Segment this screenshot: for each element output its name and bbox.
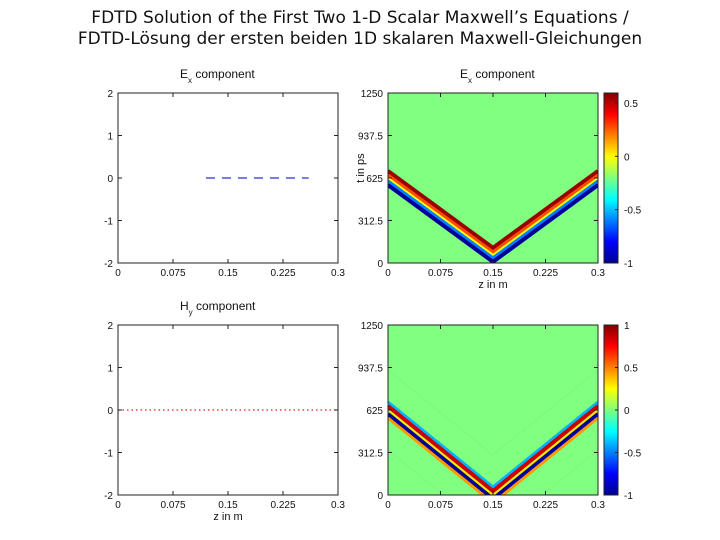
panel-title: Ex component <box>460 67 535 85</box>
colorbar-gradient <box>603 92 619 264</box>
x-tick-label: 0.225 <box>270 268 295 279</box>
x-tick-label: 0.225 <box>270 500 295 511</box>
y-tick-label: -1 <box>104 449 113 460</box>
wave-band-2 <box>388 409 598 495</box>
colorbar-tick-label: 0.5 <box>624 364 638 375</box>
colorbar-tick-label: 0 <box>624 152 630 163</box>
x-tick-label: 0.3 <box>331 268 345 279</box>
y-tick-label: 625 <box>366 406 383 417</box>
colorbar-tick-label: 0 <box>624 406 630 417</box>
y-tick-label: 2 <box>107 89 113 100</box>
x-tick-label: 0 <box>385 500 391 511</box>
y-tick-label: 0 <box>107 406 113 417</box>
y-tick-label: -2 <box>104 259 113 270</box>
x-tick-label: 0.075 <box>428 500 453 511</box>
y-tick-label: 2 <box>107 321 113 332</box>
colorbar: 1 0.5 0 -0.5 -1 <box>603 321 642 502</box>
faint-band-1 <box>388 449 598 495</box>
y-tick-label: 937.5 <box>358 364 383 375</box>
y-tick-label: 937.5 <box>358 132 383 143</box>
plot-hy_map: 0 0.075 0.15 0.225 0.3 1250 937.5 625 312.5 0 1 0.5… <box>358 321 642 511</box>
y-tick-label: 1 <box>107 364 113 375</box>
x-tick-label: 0.15 <box>483 500 503 511</box>
y-tick-label: 625 <box>366 174 383 185</box>
x-tick-label: 0.15 <box>483 268 503 279</box>
y-tick-label: 1 <box>107 132 113 143</box>
plot-ex_line: 0 0.075 0.15 0.225 0.3 2 1 0 -1 -2 Ex component <box>104 67 345 279</box>
x-tick-label: 0 <box>115 268 121 279</box>
x-tick-label: 0.15 <box>218 500 238 511</box>
plot-hy_line: 0 0.075 0.15 0.225 0.3 2 1 0 -1 -2 Hy component z i… <box>104 299 345 523</box>
x-tick-label: 0.075 <box>160 268 185 279</box>
panel-title: Hy component <box>180 299 256 317</box>
wave-band-1 <box>388 173 598 254</box>
colorbar-tick-label: 1 <box>624 321 630 332</box>
panel-title: Ex component <box>180 67 255 85</box>
y-tick-label: -2 <box>104 491 113 502</box>
heatmap-background <box>388 325 598 495</box>
wave-band-3 <box>388 412 598 495</box>
x-tick-label: 0.3 <box>591 268 605 279</box>
wave-band-0 <box>388 169 598 251</box>
x-axis-label: z in m <box>478 279 507 291</box>
x-tick-label: 0 <box>115 500 121 511</box>
x-tick-label: 0.3 <box>591 500 605 511</box>
plot-ex_map: 0 0.075 0.15 0.225 0.3 1250 937.5 625 312.5 0 Ex c… <box>355 67 642 291</box>
colorbar-tick-label: -1 <box>624 259 633 270</box>
y-tick-label: 0 <box>377 491 383 502</box>
colorbar-tick-label: -0.5 <box>624 206 642 217</box>
heatmap-background <box>388 93 598 263</box>
figure-title-line-2: FDTD-Lösung der ersten beiden 1D skalare… <box>77 29 643 49</box>
x-tick-label: 0.075 <box>428 268 453 279</box>
wave-band-0 <box>388 400 598 489</box>
y-tick-label: -1 <box>104 217 113 228</box>
y-tick-label: 0 <box>107 174 113 185</box>
figure-title-line-1: FDTD Solution of the First Two 1-D Scala… <box>91 8 629 28</box>
colorbar: 0.5 0 -0.5 -1 <box>603 92 642 270</box>
y-axis-label: t in ps <box>355 153 367 183</box>
x-tick-label: 0.15 <box>218 268 238 279</box>
x-axis-label: z in m <box>213 511 242 523</box>
x-tick-label: 0.3 <box>331 500 345 511</box>
x-tick-label: 0 <box>385 268 391 279</box>
colorbar-tick-label: 0.5 <box>624 99 638 110</box>
faint-band-0 <box>388 369 598 456</box>
figure-title: FDTD Solution of the First Two 1-D Scala… <box>0 8 720 50</box>
wave-band-3 <box>388 179 598 260</box>
x-tick-label: 0.075 <box>160 500 185 511</box>
colorbar-tick-label: -0.5 <box>624 449 642 460</box>
wave-bands <box>388 369 598 495</box>
y-tick-label: 1250 <box>361 321 384 332</box>
x-tick-label: 0.225 <box>533 500 558 511</box>
y-tick-label: 0 <box>377 259 383 270</box>
wave-band-4 <box>388 416 598 495</box>
y-tick-label: 312.5 <box>358 449 383 460</box>
x-tick-label: 0.225 <box>533 268 558 279</box>
y-tick-label: 1250 <box>361 89 384 100</box>
y-tick-label: 312.5 <box>358 217 383 228</box>
colorbar-tick-label: -1 <box>624 491 633 502</box>
wave-band-2 <box>388 177 598 257</box>
